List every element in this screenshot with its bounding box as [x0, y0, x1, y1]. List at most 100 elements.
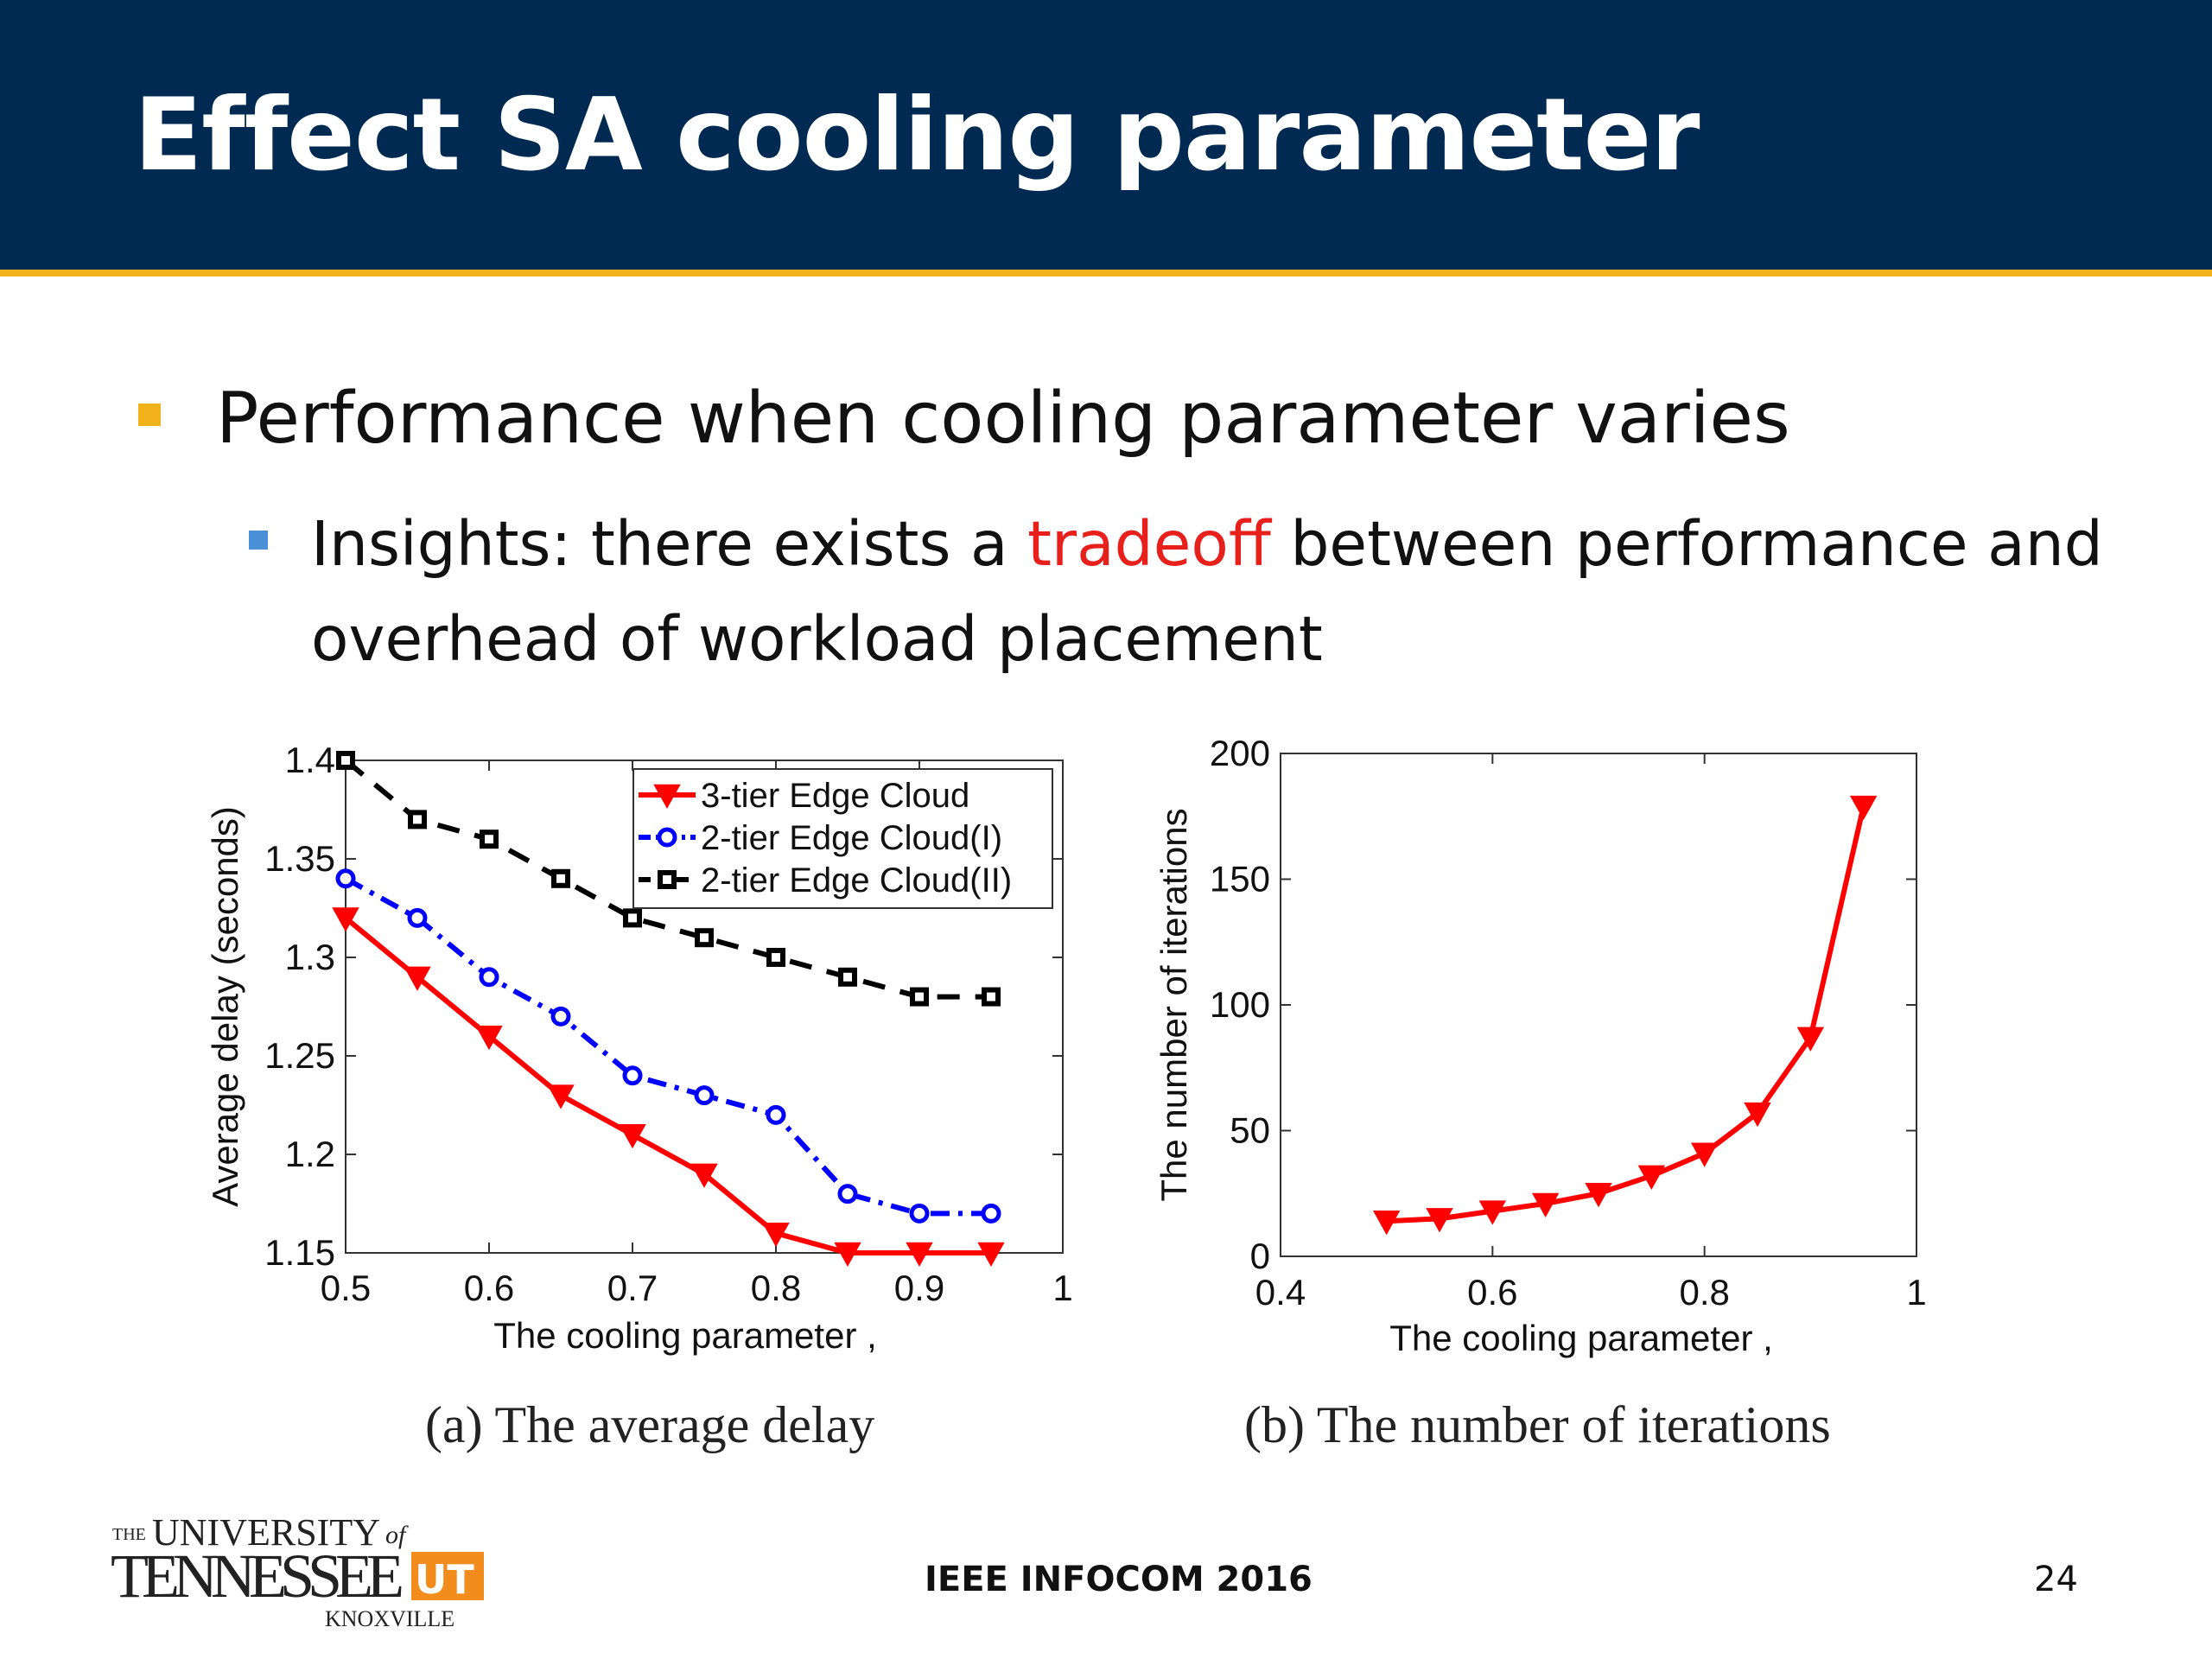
chart0-series1-point — [622, 1065, 643, 1086]
chart0-series0-line — [344, 916, 991, 1255]
bullet-level2: Insights: there exists a tradeoff betwee… — [311, 497, 2108, 687]
chart1-xlabel: The cooling parameter , — [1389, 1318, 1773, 1358]
logo-ut-mark — [411, 1552, 484, 1600]
chart0-ytick-label: 1.3 — [285, 937, 335, 977]
chart0-series0-point — [619, 1124, 646, 1149]
chart1-axes-box — [1280, 753, 1917, 1257]
chart0-series0-point — [332, 907, 359, 932]
title-banner — [0, 0, 2212, 270]
chart0-series2-point — [910, 987, 929, 1007]
chart1-series0-line — [1386, 805, 1866, 1224]
chart1-series0-point — [1426, 1208, 1453, 1233]
chart0-legend-label: 2-tier Edge Cloud(I) — [701, 819, 1002, 857]
chart1-ytick-label: 150 — [1210, 859, 1270, 899]
chart0-xlabel: The cooling parameter , — [493, 1315, 877, 1356]
caption-b: (b) The number of iterations — [1244, 1396, 1831, 1453]
bullet2-text-post: between performance and overhead of work… — [311, 508, 2103, 675]
chart0-series1-point — [837, 1184, 858, 1205]
chart0-series0-point — [834, 1242, 861, 1268]
chart0-series2-point — [408, 810, 427, 830]
chart0-series0-point — [404, 966, 431, 991]
chart0-axes-box — [345, 760, 1064, 1254]
university-logo: THE UNIVERSITY of TENNESSEE UT KNOXVILLE — [111, 1511, 484, 1631]
chart0-series1-point — [909, 1203, 930, 1224]
chart0-series1-point — [766, 1104, 786, 1125]
chart1-xtick-label: 0.8 — [1679, 1272, 1729, 1313]
chart0-xtick-label: 0.9 — [894, 1268, 944, 1308]
chart0-xtick-label: 0.6 — [464, 1268, 514, 1308]
bullet2-highlight: tradeoff — [1027, 508, 1271, 580]
caption-a: (a) The average delay — [425, 1396, 875, 1453]
chart0-series2-point — [623, 908, 642, 928]
chart0-xtick-label: 0.7 — [607, 1268, 658, 1308]
logo-the: THE — [112, 1525, 146, 1544]
chart0-series0-point — [547, 1084, 575, 1109]
chart0-legend-swatch-marker — [658, 870, 677, 889]
page-number: 24 — [2034, 1560, 2078, 1599]
chart1-series0-point — [1637, 1165, 1666, 1190]
chart0-series2-point — [695, 928, 714, 948]
chart1-series0-point — [1796, 1027, 1825, 1052]
chart0-series0-point — [977, 1242, 1005, 1268]
chart0-xtick-label: 0.5 — [321, 1268, 371, 1308]
chart0-series1-point — [479, 967, 499, 988]
chart0-series2-point — [336, 751, 355, 770]
footer-conference: IEEE INFOCOM 2016 — [925, 1560, 1313, 1599]
chart1-series0-point — [1690, 1142, 1719, 1167]
logo-of: of — [385, 1521, 409, 1549]
chart0-ytick-label: 1.15 — [264, 1232, 335, 1273]
chart0-ylabel: Average delay (seconds) — [205, 806, 245, 1207]
sub-bullet-square-icon — [249, 531, 268, 550]
chart0-xtick-label: 0.8 — [751, 1268, 801, 1308]
chart1-ytick-label: 50 — [1230, 1110, 1270, 1151]
chart0-ytick-label: 1.4 — [285, 740, 335, 780]
chart0-series0-point — [762, 1223, 790, 1248]
bullet-square-icon — [138, 404, 161, 426]
chart0-series1-point — [550, 1006, 571, 1027]
chart1-series0-point — [1744, 1102, 1771, 1128]
chart0-legend-swatch-marker — [653, 784, 681, 810]
chart1-series0-point — [1531, 1192, 1560, 1217]
chart0-series2-point — [551, 868, 570, 888]
chart1-series0-point — [1585, 1183, 1612, 1208]
chart0-legend-box — [632, 768, 1053, 909]
chart0-series0-point — [690, 1163, 718, 1188]
chart0-series1-point — [335, 868, 356, 889]
chart0-series2-point — [982, 987, 1001, 1007]
chart1-ytick-label: 0 — [1250, 1236, 1270, 1276]
chart0-series2-point — [838, 967, 857, 987]
chart0-ytick-label: 1.35 — [264, 838, 335, 879]
chart0-series1-line — [344, 876, 991, 1217]
chart0-legend-swatch-marker — [657, 827, 677, 848]
banner-accent-line — [0, 270, 2212, 276]
chart1-series0-point — [1849, 795, 1878, 821]
chart0-xtick-label: 1 — [1052, 1268, 1072, 1308]
slide-title: Effect SA cooling parameter — [134, 77, 1700, 194]
chart1-xtick-label: 0.6 — [1467, 1272, 1517, 1313]
chart1-ylabel: The number of iterations — [1154, 808, 1194, 1201]
bullet-level1: Performance when cooling parameter varie… — [216, 378, 1790, 460]
chart1-xtick-label: 0.4 — [1255, 1272, 1306, 1313]
chart0-ytick-label: 1.25 — [264, 1035, 335, 1076]
chart0-ytick-label: 1.2 — [285, 1134, 335, 1174]
chart0-series2-line — [344, 758, 991, 1000]
chart1-ytick-label: 100 — [1210, 984, 1270, 1025]
chart0-series1-point — [407, 907, 428, 928]
chart0-series0-point — [475, 1026, 503, 1051]
chart1-ytick-label: 200 — [1210, 733, 1270, 773]
logo-knoxville: KNOXVILLE — [325, 1606, 454, 1631]
chart0-legend-label: 3-tier Edge Cloud — [701, 777, 969, 815]
chart0-series0-point — [906, 1242, 933, 1268]
chart0-series2-point — [480, 830, 499, 849]
chart0-series1-point — [981, 1203, 1001, 1224]
chart1-series0-point — [1372, 1211, 1401, 1236]
chart0-series1-point — [694, 1085, 715, 1106]
logo-tennessee: TENNESSEE — [111, 1541, 404, 1611]
logo-university: UNIVERSITY — [152, 1511, 380, 1554]
bullet2-text-pre: Insights: there exists a — [311, 508, 1028, 580]
chart1-xtick-label: 1 — [1906, 1272, 1926, 1313]
chart1-series0-point — [1478, 1200, 1507, 1225]
logo-ut-text: UT — [415, 1556, 474, 1603]
chart0-legend-label: 2-tier Edge Cloud(II) — [701, 861, 1012, 899]
